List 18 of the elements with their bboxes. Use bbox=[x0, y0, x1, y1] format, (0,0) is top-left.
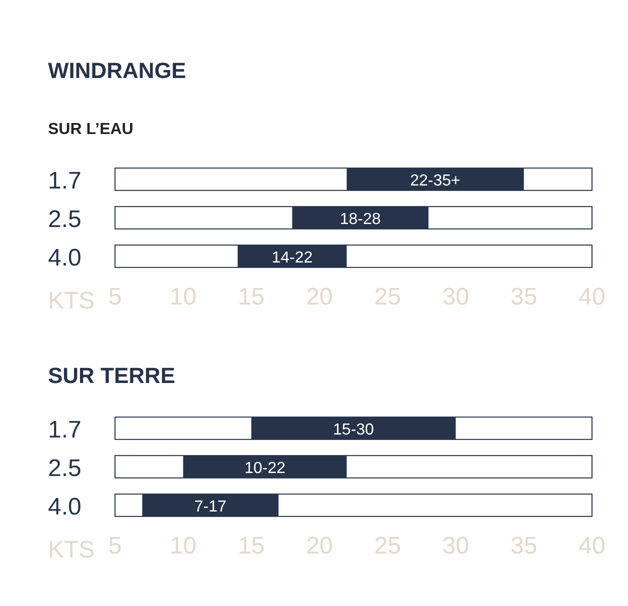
chart-subtitle: SUR L’EAU bbox=[48, 121, 134, 138]
y-tick-label: 2.5 bbox=[48, 454, 82, 482]
chart-title: WINDRANGE bbox=[48, 58, 186, 83]
y-tick-label: 4.0 bbox=[48, 493, 82, 520]
data-label: 7-17 bbox=[194, 498, 227, 516]
data-label: 15-30 bbox=[333, 421, 374, 438]
data-label: 14-22 bbox=[272, 249, 313, 266]
bar bbox=[238, 245, 347, 268]
bar bbox=[292, 206, 428, 229]
y-tick-label: 4.0 bbox=[48, 244, 82, 272]
data-label: 10-22 bbox=[244, 460, 286, 477]
data-label: 22-35+ bbox=[410, 172, 460, 190]
y-tick-label: 1.7 bbox=[48, 167, 82, 194]
bar bbox=[142, 494, 279, 516]
data-label: 18-28 bbox=[340, 210, 381, 228]
y-tick-label: 1.7 bbox=[48, 416, 82, 444]
y-tick-label: 2.5 bbox=[48, 206, 82, 233]
chart-title: SUR TERRE bbox=[48, 363, 176, 388]
